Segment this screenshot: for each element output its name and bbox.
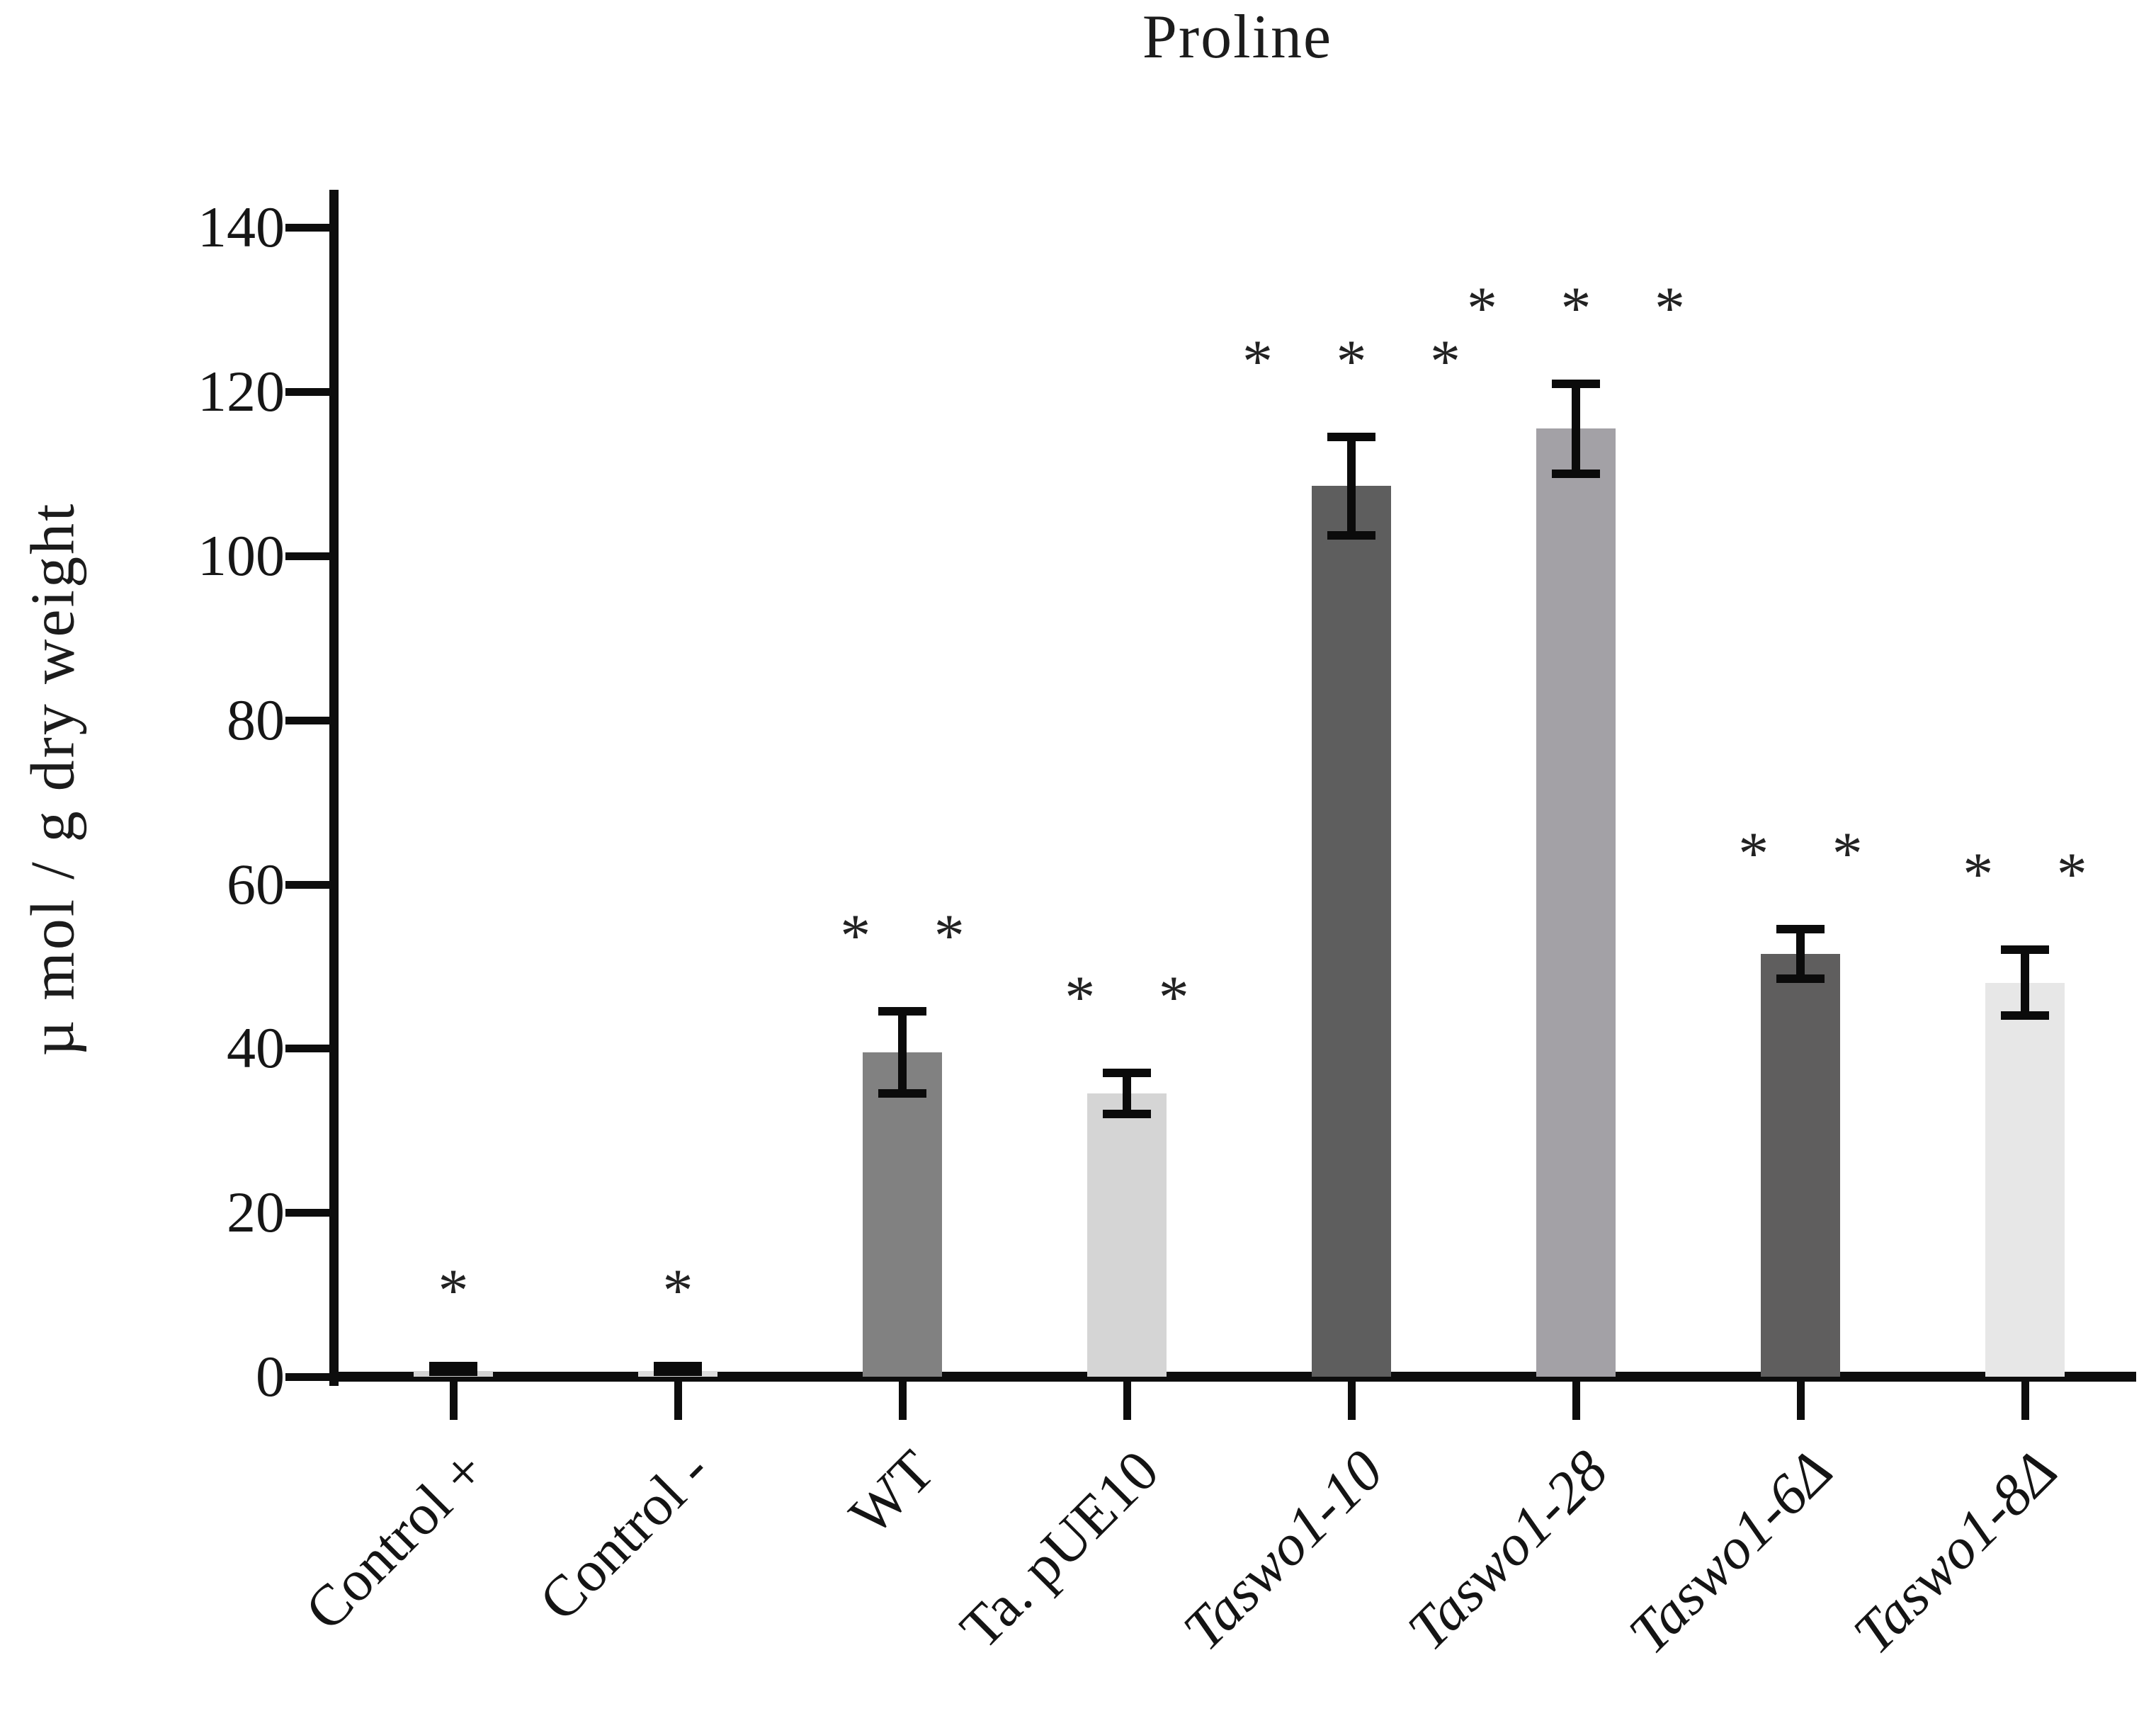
x-tick xyxy=(1123,1382,1131,1420)
error-bar-cap-top xyxy=(2001,945,2049,955)
error-bar-cap-bottom xyxy=(2001,1011,2049,1020)
y-tick-label: 140 xyxy=(198,195,285,260)
chart-title: Proline xyxy=(1142,3,1333,72)
error-bar-cap-top xyxy=(1552,379,1600,388)
y-tick xyxy=(285,716,329,724)
bar xyxy=(1312,486,1391,1377)
x-category-label: Taswo1-8Δ xyxy=(1840,1438,2069,1666)
x-category-label: Taswo1-28 xyxy=(1395,1438,1620,1663)
error-bar-cap-bottom xyxy=(1776,974,1825,983)
significance-label: * xyxy=(662,1256,717,1324)
x-tick xyxy=(674,1382,682,1420)
significance-label: * * xyxy=(840,902,989,970)
bar xyxy=(1985,982,2065,1377)
y-axis-line xyxy=(329,190,339,1386)
y-tick xyxy=(285,388,329,397)
error-bar-line xyxy=(1347,436,1356,536)
y-tick xyxy=(285,552,329,560)
y-tick xyxy=(285,1045,329,1053)
error-bar-cap-bottom xyxy=(654,1367,702,1376)
error-bar-cap-bottom xyxy=(1103,1110,1151,1119)
x-tick xyxy=(2021,1382,2029,1420)
y-tick xyxy=(285,224,329,232)
x-category-label: Control - xyxy=(526,1438,722,1633)
bar xyxy=(1761,954,1840,1377)
y-tick-label: 100 xyxy=(198,523,285,588)
bar xyxy=(1087,1093,1167,1377)
y-tick xyxy=(285,1209,329,1217)
y-tick-label: 20 xyxy=(227,1180,285,1245)
y-tick xyxy=(285,880,329,889)
x-tick xyxy=(899,1382,907,1420)
x-category-label: Taswo1-10 xyxy=(1171,1438,1395,1663)
y-tick-label: 60 xyxy=(227,851,285,916)
error-bar-line xyxy=(2021,950,2029,1016)
significance-label: * xyxy=(438,1256,493,1324)
error-bar-cap-top xyxy=(1776,925,1825,934)
error-bar-cap-top xyxy=(1327,432,1375,441)
error-bar-line xyxy=(898,1011,907,1094)
x-tick xyxy=(450,1382,458,1420)
bar xyxy=(863,1052,942,1377)
significance-label: * * * xyxy=(1242,326,1485,395)
bar xyxy=(1536,428,1616,1377)
x-category-label: WT xyxy=(836,1438,946,1547)
error-bar-cap-bottom xyxy=(429,1367,477,1376)
x-tick xyxy=(1572,1382,1580,1420)
error-bar-line xyxy=(1123,1073,1131,1115)
error-bar-line xyxy=(1796,929,1805,979)
x-tick xyxy=(1797,1382,1805,1420)
y-tick-label: 120 xyxy=(198,359,285,424)
y-tick-label: 40 xyxy=(227,1016,285,1081)
y-tick-label: 0 xyxy=(256,1344,285,1409)
x-axis-line xyxy=(329,1372,2136,1382)
y-tick-label: 80 xyxy=(227,687,285,752)
error-bar-line xyxy=(1572,383,1580,474)
error-bar-cap-bottom xyxy=(878,1089,926,1098)
error-bar-cap-bottom xyxy=(1552,470,1600,479)
x-category-label: Taswo1-6Δ xyxy=(1616,1438,1844,1666)
error-bar-cap-top xyxy=(1103,1069,1151,1078)
significance-label: * * xyxy=(1738,819,1887,888)
x-tick xyxy=(1348,1382,1356,1420)
error-bar-cap-bottom xyxy=(1327,531,1375,540)
error-bar-cap-top xyxy=(878,1007,926,1016)
significance-label: * * * xyxy=(1467,273,1709,342)
significance-label: * * xyxy=(1065,963,1213,1032)
x-category-label: Control + xyxy=(293,1438,497,1643)
y-tick xyxy=(285,1373,329,1381)
significance-label: * * xyxy=(1963,840,2111,909)
x-category-label: Ta. pUE10 xyxy=(948,1438,1171,1661)
